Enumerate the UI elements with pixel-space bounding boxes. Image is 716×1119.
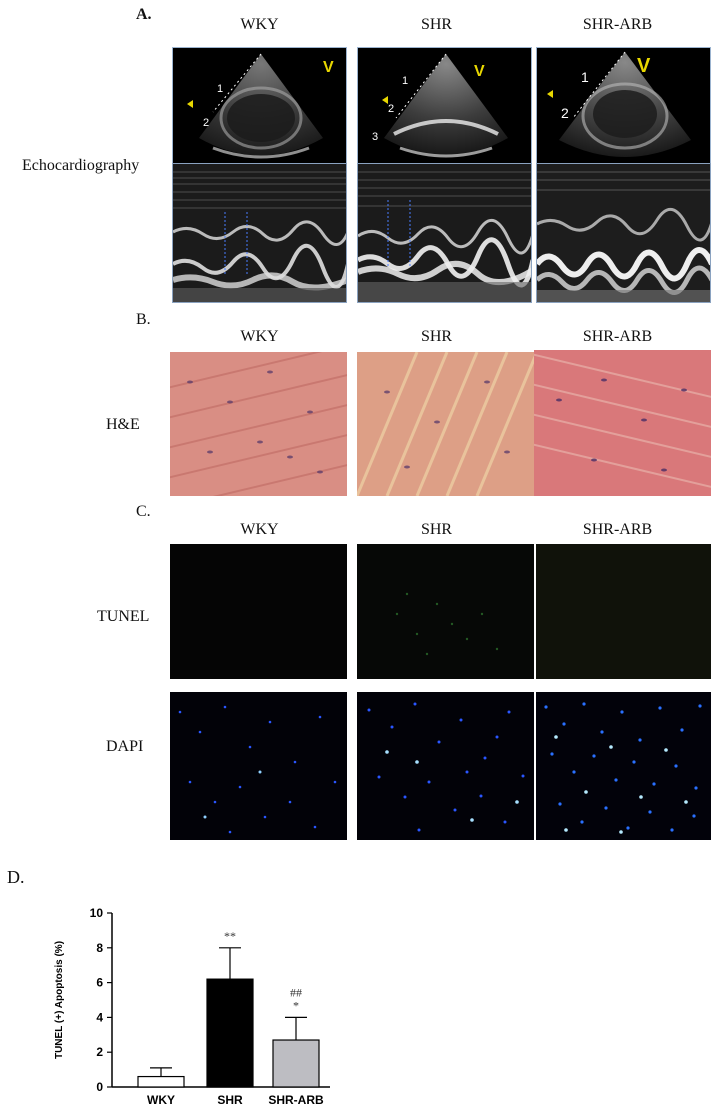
echo-v-shr: V xyxy=(474,63,485,80)
echo-depth-2-shr-arb: 2 xyxy=(561,105,569,121)
he-image-shr-arb xyxy=(534,350,711,496)
col-head-shrarb-a: SHR-ARB xyxy=(582,16,653,33)
significance-marker: * xyxy=(293,998,299,1012)
row-label-dapi: DAPI xyxy=(106,738,144,755)
bar-wky xyxy=(137,1075,185,1088)
bar-shr-arb xyxy=(272,1039,320,1088)
col-head-wky-a: WKY xyxy=(240,16,279,33)
marker-triangle-icon xyxy=(547,90,553,98)
col-head-shrarb-c: SHR-ARB xyxy=(582,521,653,538)
marker-triangle-icon xyxy=(382,96,388,104)
echo-mmode-image-shr xyxy=(357,163,532,303)
echo-v-wky: V xyxy=(323,59,334,76)
echo-sector-image-shr-arb: 1 2 V xyxy=(536,47,711,165)
col-head-shr-b: SHR xyxy=(420,328,453,345)
echo-depth-3-shr: 3 xyxy=(372,131,378,143)
tunel-image-shr-arb xyxy=(536,544,711,679)
tunel-apoptosis-bar-chart: 0 2 4 6 8 10 TUNEL (+) Apoptosis (%) WKY SHR ** SH… xyxy=(54,906,330,1107)
panel-label-a: A. xyxy=(136,6,152,23)
row-label-he: H&E xyxy=(106,416,140,433)
col-head-shrarb-b: SHR-ARB xyxy=(582,328,653,345)
significance-marker: ## xyxy=(290,985,302,999)
x-tick-label: WKY xyxy=(147,1093,175,1107)
echo-depth-1-shr: 1 xyxy=(402,75,408,87)
echo-depth-1-shr-arb: 1 xyxy=(581,69,589,85)
significance-marker: ** xyxy=(224,929,236,943)
echo-depth-1-wky: 1 xyxy=(217,83,223,95)
y-tick-label: 10 xyxy=(90,906,104,920)
echo-depth-2-wky: 2 xyxy=(203,117,209,129)
y-tick-label: 6 xyxy=(96,976,103,990)
tunel-image-wky xyxy=(170,544,347,679)
panel-label-c: C. xyxy=(136,503,151,520)
he-image-wky xyxy=(170,352,347,496)
echo-sector-image-wky: 1 2 V xyxy=(172,47,347,165)
bar-shr xyxy=(206,978,254,1088)
dapi-image-shr xyxy=(357,692,534,840)
echo-sector-image-shr: 1 2 3 V xyxy=(357,47,532,165)
marker-triangle-icon xyxy=(187,100,193,108)
panel-label-b: B. xyxy=(136,311,151,328)
y-tick-label: 2 xyxy=(96,1045,103,1059)
col-head-wky-c: WKY xyxy=(240,521,279,538)
y-tick-label: 4 xyxy=(96,1010,103,1024)
echo-depth-2-shr: 2 xyxy=(388,103,394,115)
dapi-image-shr-arb xyxy=(536,692,711,840)
tunel-image-shr xyxy=(357,544,534,679)
col-head-wky-b: WKY xyxy=(240,328,279,345)
dapi-image-wky xyxy=(170,692,347,840)
panel-label-d: D. xyxy=(7,867,25,887)
x-tick-label: SHR-ARB xyxy=(268,1093,324,1107)
row-label-echocardiography: Echocardiography xyxy=(22,157,140,174)
col-head-shr-c: SHR xyxy=(420,521,453,538)
y-tick-label: 0 xyxy=(96,1080,103,1094)
y-tick-label: 8 xyxy=(96,941,103,955)
y-axis-label: TUNEL (+) Apoptosis (%) xyxy=(54,941,65,1059)
he-image-shr xyxy=(357,352,534,496)
echo-v-shr-arb: V xyxy=(637,55,651,77)
x-tick-label: SHR xyxy=(217,1093,243,1107)
echo-mmode-image-wky xyxy=(172,163,347,303)
col-head-shr-a: SHR xyxy=(420,16,453,33)
echo-mmode-image-shr-arb xyxy=(536,163,711,303)
row-label-tunel: TUNEL xyxy=(97,608,150,625)
